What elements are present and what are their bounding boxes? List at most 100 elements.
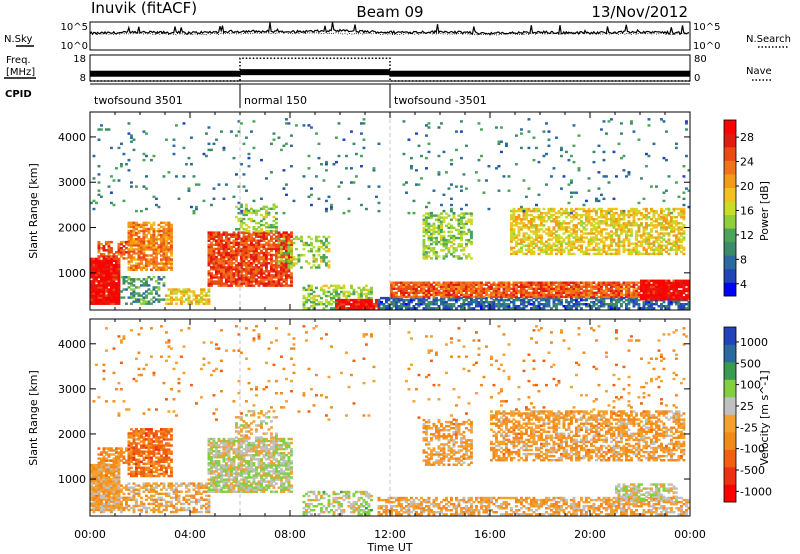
heatmap-cell-3426 [657, 279, 661, 283]
heatmap-cell-4181 [580, 213, 583, 217]
heatmap-cell-3352 [640, 289, 643, 293]
heatmap-cell-3524 [685, 289, 688, 293]
heatmap-cell-2903 [480, 281, 483, 284]
heatmap-cell-3061 [537, 281, 541, 284]
heatmap-cell-2839 [460, 289, 463, 293]
heatmap-cell-2319 [495, 305, 498, 308]
heatmap-cell-1903 [320, 288, 323, 292]
heatmap-cell-871 [207, 264, 211, 267]
heatmap-cell-3162 [572, 289, 576, 293]
heatmap-cell-658 [170, 252, 173, 255]
heatmap-cell-4815 [460, 130, 463, 133]
heatmap-cell-3838 [517, 209, 521, 213]
heatmap-cell-3825 [517, 250, 521, 254]
heatmap-cell-4800 [450, 209, 453, 213]
heatmap-cell-1109 [232, 249, 236, 253]
heatmap-cell-2666 [400, 293, 403, 297]
heatmap-cell-2249 [455, 307, 458, 310]
heatmap-cell-1010 [222, 266, 226, 269]
heatmap-cell-1556 [282, 264, 286, 267]
heatmap-cell-3443 [662, 285, 666, 289]
heatmap-cell-4585 [652, 213, 656, 217]
heatmap-cell-497 [147, 238, 151, 241]
heatmap-cell-3241 [600, 287, 603, 291]
heatmap-cell-551 [155, 242, 158, 245]
heatmap-cell-1689 [255, 209, 258, 213]
heatmap-cell-2150 [397, 300, 401, 304]
heatmap-cell-3936 [535, 226, 538, 229]
heatmap-cell-4320 [605, 211, 608, 215]
heatmap-cell-846 [200, 290, 203, 293]
heatmap-cell-682 [125, 302, 128, 305]
heatmap-cell-298 [110, 251, 113, 254]
heatmap-cell-4009 [550, 252, 553, 256]
heatmap-cell-2505 [610, 307, 613, 310]
heatmap-cell-1068 [227, 243, 231, 247]
heatmap-cell-3295 [617, 281, 621, 284]
heatmap-cell-3104 [552, 287, 556, 291]
heatmap-cell-1907 [322, 292, 326, 296]
heatmap-cell-2419 [552, 298, 556, 302]
heatmap-cell-1236 [247, 284, 251, 287]
heatmap-cell-4457 [630, 234, 633, 237]
heatmap-cell-3090 [547, 285, 551, 288]
heatmap-cell-2889 [477, 293, 481, 297]
heatmap-cell-2217 [435, 296, 438, 300]
heatmap-cell-1341 [257, 255, 261, 259]
heatmap-cell-1194 [242, 264, 246, 267]
heatmap-cell-2465 [582, 298, 586, 302]
heatmap-cell-2105 [375, 298, 378, 302]
heatmap-cell-463 [142, 233, 146, 237]
heatmap-cell-2599 [665, 305, 668, 308]
heatmap-cell-4357 [612, 224, 616, 227]
heatmap-cell-507 [150, 248, 153, 251]
heatmap-cell-4591 [655, 240, 658, 243]
heatmap-cell-2049 [345, 300, 348, 304]
heatmap-cell-1149 [237, 266, 241, 269]
heatmap-cell-2477 [592, 305, 596, 308]
heatmap-cell-1112 [232, 241, 236, 245]
heatmap-cell-1372 [260, 233, 263, 236]
heatmap-cell-3756 [465, 212, 468, 215]
heatmap-cell-2292 [480, 303, 483, 306]
heatmap-cell-3105 [552, 283, 556, 286]
heatmap-cell-481 [145, 235, 148, 239]
heatmap-cell-1639 [290, 231, 293, 234]
heatmap-cell-603 [162, 235, 166, 239]
heatmap-cell-3809 [512, 211, 516, 215]
heatmap-cell-236 [115, 271, 118, 275]
heatmap-cell-1742 [280, 258, 283, 261]
heatmap-cell-2138 [392, 303, 396, 306]
heatmap-cell-4259 [595, 226, 598, 229]
heatmap-cell-958 [217, 272, 221, 275]
heatmap-cell-2685 [405, 285, 408, 288]
heatmap-cell-43 [92, 259, 96, 263]
heatmap-cell-679 [122, 280, 126, 283]
heatmap-cell-328 [125, 251, 128, 254]
heatmap-cell-3736 [460, 212, 463, 215]
heatmap-cell-381 [132, 256, 136, 259]
heatmap-cell-2706 [412, 285, 416, 288]
heatmap-cell-3977 [542, 220, 546, 223]
heatmap-cell-2665 [400, 295, 403, 299]
heatmap-cell-3902 [530, 242, 533, 245]
heatmap-cell-4123 [570, 232, 573, 235]
heatmap-cell-2096 [370, 303, 373, 306]
heatmap-cell-4919 [607, 211, 611, 215]
heatmap-cell-2757 [430, 283, 433, 286]
heatmap-cell-3509 [680, 283, 683, 287]
heatmap-cell-2095 [370, 305, 373, 308]
heatmap-cell-1047 [225, 235, 228, 238]
heatmap-cell-1045 [225, 239, 228, 242]
heatmap-cell-149 [105, 267, 108, 271]
heatmap-cell-4265 [597, 252, 601, 256]
heatmap-cell-4580 [652, 236, 656, 239]
heatmap-cell-3012 [522, 293, 526, 297]
heatmap-cell-3969 [540, 213, 543, 217]
heatmap-cell-2470 [587, 305, 591, 308]
heatmap-cell-3001 [517, 285, 521, 288]
heatmap-cell-822 [187, 296, 191, 299]
heatmap-cell-4770 [415, 183, 418, 186]
heatmap-cell-1164 [240, 282, 243, 285]
heatmap-cell-38 [92, 269, 96, 273]
